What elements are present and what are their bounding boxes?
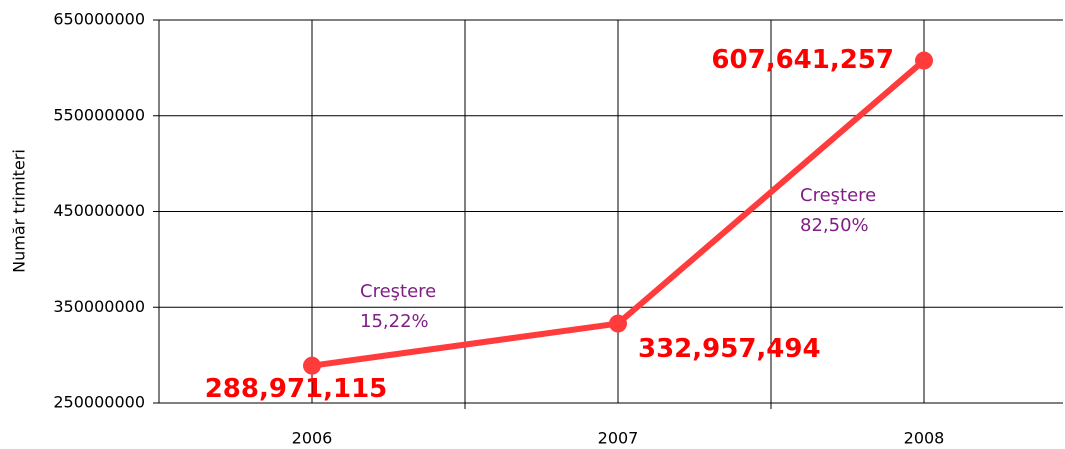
x-tick-label: 2008 xyxy=(904,429,945,448)
y-tick-label: 650000000 xyxy=(53,10,145,29)
point xyxy=(303,356,321,375)
y-tick-label: 450000000 xyxy=(53,201,145,220)
value-label: 607,641,257 xyxy=(711,45,894,75)
x-tick-label: 2006 xyxy=(292,429,333,448)
y-tick-label: 250000000 xyxy=(53,393,145,412)
point xyxy=(609,314,627,333)
annotation: Creştere xyxy=(360,281,436,302)
annotation: 82,50% xyxy=(800,215,869,236)
y-tick-label: 550000000 xyxy=(53,105,145,124)
value-label: 288,971,115 xyxy=(205,374,388,404)
x-tick-label: 2007 xyxy=(598,429,639,448)
annotation: 15,22% xyxy=(360,311,429,332)
value-label: 332,957,494 xyxy=(638,334,821,364)
y-axis-label: Număr trimiteri xyxy=(10,149,29,273)
y-tick-label: 350000000 xyxy=(53,297,145,316)
point xyxy=(915,51,933,70)
annotation: Creştere xyxy=(800,185,876,206)
